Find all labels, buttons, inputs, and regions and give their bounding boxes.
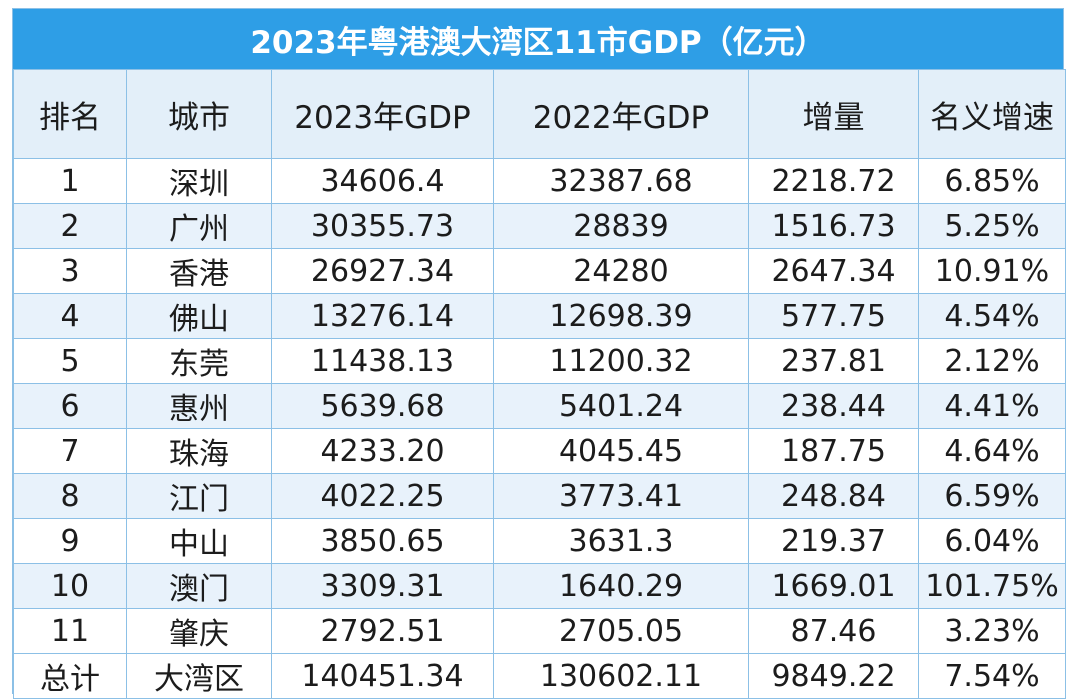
city-cell: 澳门 — [126, 563, 272, 609]
growth-rate-cell: 10.91% — [918, 248, 1066, 294]
gdp-2022-cell: 2705.05 — [493, 608, 749, 654]
gdp-2022-cell: 130602.11 — [493, 653, 749, 699]
rank-cell: 1 — [13, 158, 127, 204]
increase-cell: 187.75 — [748, 428, 919, 474]
gdp-2023-cell: 34606.4 — [271, 158, 494, 204]
growth-rate-cell: 6.59% — [918, 473, 1066, 519]
growth-rate-cell: 4.54% — [918, 293, 1066, 339]
city-cell: 东莞 — [126, 338, 272, 384]
growth-rate-cell: 2.12% — [918, 338, 1066, 384]
gdp-2023-cell: 3309.31 — [271, 563, 494, 609]
header-row: 排名 城市 2023年GDP 2022年GDP 增量 名义增速 — [13, 69, 1066, 159]
gdp-2022-cell: 11200.32 — [493, 338, 749, 384]
table-row: 8 江门 4022.25 3773.41 248.84 6.59% — [13, 473, 1066, 519]
increase-cell: 219.37 — [748, 518, 919, 564]
increase-cell: 238.44 — [748, 383, 919, 429]
gdp-2023-cell: 140451.34 — [271, 653, 494, 699]
city-cell: 香港 — [126, 248, 272, 294]
increase-cell: 2647.34 — [748, 248, 919, 294]
gdp-2022-cell: 3631.3 — [493, 518, 749, 564]
rank-cell: 5 — [13, 338, 127, 384]
rank-cell: 4 — [13, 293, 127, 339]
gdp-2022-cell: 32387.68 — [493, 158, 749, 204]
city-cell: 佛山 — [126, 293, 272, 339]
rank-cell: 11 — [13, 608, 127, 654]
gdp-table-frame: 2023年粤港澳大湾区11市GDP（亿元） 排名 城市 2023年GDP 202… — [12, 8, 1066, 699]
header-increase: 增量 — [748, 69, 919, 159]
gdp-2022-cell: 1640.29 — [493, 563, 749, 609]
gdp-table: 排名 城市 2023年GDP 2022年GDP 增量 名义增速 1 深圳 34606… — [13, 69, 1066, 699]
table-row: 11 肇庆 2792.51 2705.05 87.46 3.23% — [13, 608, 1066, 654]
gdp-2023-cell: 3850.65 — [271, 518, 494, 564]
gdp-2022-cell: 12698.39 — [493, 293, 749, 339]
growth-rate-cell: 4.64% — [918, 428, 1066, 474]
growth-rate-cell: 101.75% — [918, 563, 1066, 609]
gdp-2023-cell: 2792.51 — [271, 608, 494, 654]
header-rank: 排名 — [13, 69, 127, 159]
gdp-2022-cell: 3773.41 — [493, 473, 749, 519]
growth-rate-cell: 4.41% — [918, 383, 1066, 429]
table-row: 9 中山 3850.65 3631.3 219.37 6.04% — [13, 518, 1066, 564]
table-title: 2023年粤港澳大湾区11市GDP（亿元） — [13, 9, 1063, 69]
city-cell: 中山 — [126, 518, 272, 564]
gdp-2023-cell: 4233.20 — [271, 428, 494, 474]
total-row: 总计 大湾区 140451.34 130602.11 9849.22 7.54% — [13, 653, 1066, 699]
table-row: 4 佛山 13276.14 12698.39 577.75 4.54% — [13, 293, 1066, 339]
header-growth-rate: 名义增速 — [918, 69, 1066, 159]
gdp-2022-cell: 5401.24 — [493, 383, 749, 429]
increase-cell: 1516.73 — [748, 203, 919, 249]
increase-cell: 87.46 — [748, 608, 919, 654]
rank-cell: 6 — [13, 383, 127, 429]
gdp-2023-cell: 13276.14 — [271, 293, 494, 339]
gdp-2023-cell: 30355.73 — [271, 203, 494, 249]
increase-cell: 9849.22 — [748, 653, 919, 699]
rank-cell: 10 — [13, 563, 127, 609]
increase-cell: 237.81 — [748, 338, 919, 384]
header-city: 城市 — [126, 69, 272, 159]
table-row: 6 惠州 5639.68 5401.24 238.44 4.41% — [13, 383, 1066, 429]
city-cell: 深圳 — [126, 158, 272, 204]
city-cell: 江门 — [126, 473, 272, 519]
gdp-2022-cell: 4045.45 — [493, 428, 749, 474]
city-cell: 珠海 — [126, 428, 272, 474]
increase-cell: 248.84 — [748, 473, 919, 519]
gdp-2023-cell: 4022.25 — [271, 473, 494, 519]
increase-cell: 577.75 — [748, 293, 919, 339]
city-cell: 肇庆 — [126, 608, 272, 654]
rank-cell: 2 — [13, 203, 127, 249]
growth-rate-cell: 7.54% — [918, 653, 1066, 699]
table-row: 10 澳门 3309.31 1640.29 1669.01 101.75% — [13, 563, 1066, 609]
rank-cell: 总计 — [13, 653, 127, 699]
city-cell: 惠州 — [126, 383, 272, 429]
city-cell: 广州 — [126, 203, 272, 249]
table-body: 1 深圳 34606.4 32387.68 2218.72 6.85% 2 广州 30355.7… — [13, 158, 1066, 699]
table-row: 5 东莞 11438.13 11200.32 237.81 2.12% — [13, 338, 1066, 384]
gdp-2022-cell: 24280 — [493, 248, 749, 294]
growth-rate-cell: 6.04% — [918, 518, 1066, 564]
growth-rate-cell: 3.23% — [918, 608, 1066, 654]
growth-rate-cell: 6.85% — [918, 158, 1066, 204]
increase-cell: 2218.72 — [748, 158, 919, 204]
rank-cell: 7 — [13, 428, 127, 474]
table-row: 3 香港 26927.34 24280 2647.34 10.91% — [13, 248, 1066, 294]
gdp-2023-cell: 11438.13 — [271, 338, 494, 384]
increase-cell: 1669.01 — [748, 563, 919, 609]
rank-cell: 8 — [13, 473, 127, 519]
city-cell: 大湾区 — [126, 653, 272, 699]
table-row: 1 深圳 34606.4 32387.68 2218.72 6.85% — [13, 158, 1066, 204]
table-row: 7 珠海 4233.20 4045.45 187.75 4.64% — [13, 428, 1066, 474]
gdp-2022-cell: 28839 — [493, 203, 749, 249]
growth-rate-cell: 5.25% — [918, 203, 1066, 249]
rank-cell: 3 — [13, 248, 127, 294]
rank-cell: 9 — [13, 518, 127, 564]
gdp-2023-cell: 26927.34 — [271, 248, 494, 294]
header-gdp-2022: 2022年GDP — [493, 69, 749, 159]
gdp-2023-cell: 5639.68 — [271, 383, 494, 429]
table-row: 2 广州 30355.73 28839 1516.73 5.25% — [13, 203, 1066, 249]
header-gdp-2023: 2023年GDP — [271, 69, 494, 159]
